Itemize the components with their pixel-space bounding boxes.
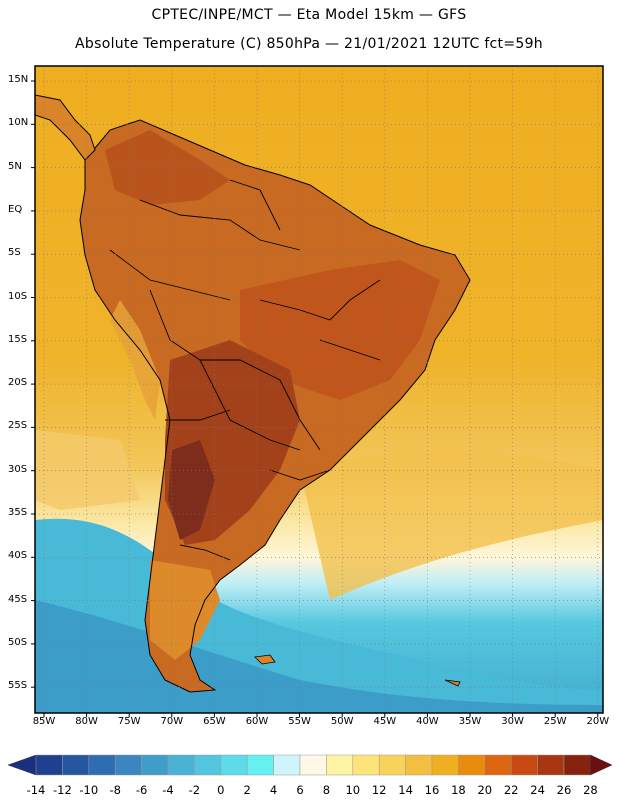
colorbar-arrow-high	[590, 754, 613, 776]
lon-label: 35W	[458, 716, 482, 727]
colorbar-box	[431, 754, 459, 776]
lat-label: 55S	[8, 680, 28, 692]
lon-label: 25W	[543, 716, 567, 727]
patagonia-cooler	[150, 560, 220, 660]
lat-label: 50S	[8, 636, 28, 648]
colorbar-box	[114, 754, 142, 776]
colorbar-arrow-low	[7, 754, 37, 776]
lon-label: 70W	[160, 716, 184, 727]
colorbar-box	[458, 754, 486, 776]
colorbar-label: -6	[135, 783, 148, 797]
colorbar-box	[35, 754, 63, 776]
brazil-hot-core	[240, 260, 440, 400]
lon-label: 40W	[416, 716, 439, 727]
lon-label: 80W	[75, 716, 98, 727]
lat-label: 15S	[8, 333, 28, 345]
colorbar-box	[378, 754, 406, 776]
colorbar-box	[167, 754, 195, 776]
colorbar-label: 20	[477, 783, 493, 797]
lon-label: 75W	[117, 716, 141, 727]
lon-label: 85W	[32, 716, 56, 727]
lon-label: 55W	[288, 716, 311, 727]
colorbar-label: 2	[243, 783, 251, 797]
lat-label: 30S	[8, 463, 28, 475]
country-borders	[109, 179, 381, 561]
colorbar-box	[326, 754, 354, 776]
central-america	[35, 94, 96, 161]
colorbar-label: -12	[52, 783, 72, 797]
colorbar-label: 12	[371, 783, 387, 797]
lon-label: 45W	[373, 716, 397, 727]
colorbar-box	[299, 754, 327, 776]
colorbar-label: 0	[217, 783, 225, 797]
colorbar-box	[537, 754, 565, 776]
colorbar-box	[510, 754, 538, 776]
lon-label: 65W	[203, 716, 226, 727]
lon-label: 60W	[245, 716, 269, 727]
colorbar-label: 22	[503, 783, 519, 797]
colorbar-box	[194, 754, 222, 776]
colorbar-label: 18	[451, 783, 466, 797]
andes-ridge	[110, 300, 160, 420]
lat-label: 45S	[8, 593, 28, 605]
lat-label: 5S	[8, 247, 21, 259]
colorbar-label: -2	[188, 783, 201, 797]
map-title-line-1: CPTEC/INPE/MCT — Eta Model 15km — GFS	[151, 7, 467, 23]
axis-ticks	[31, 80, 599, 717]
lat-label: EQ	[8, 203, 23, 215]
colorbar-label: -14	[26, 783, 46, 797]
falkland-islands	[254, 654, 276, 665]
map-field	[35, 66, 603, 713]
colorbar-label: 8	[322, 783, 331, 797]
lon-label: 20W	[586, 716, 610, 727]
lat-label: 25S	[8, 420, 28, 432]
lat-label: 20S	[8, 377, 28, 389]
colorbar-box	[352, 754, 380, 776]
colorbar-label: 6	[296, 783, 304, 797]
map-title-line-2: Absolute Temperature (C) 850hPa — 21/01/…	[75, 36, 543, 52]
colorbar-label: 4	[269, 783, 278, 797]
map-frame	[34, 65, 604, 714]
south-georgia	[444, 679, 461, 687]
colorbar-box	[563, 754, 591, 776]
colorbar-label: -4	[162, 783, 174, 797]
colorbar-box	[62, 754, 90, 776]
lat-label: 5N	[8, 160, 22, 172]
lat-lon-grid	[35, 66, 603, 713]
colorbar-box	[273, 754, 301, 776]
colorbar-box	[246, 754, 274, 776]
colorbar-box	[88, 754, 116, 776]
argentina-hottest	[168, 440, 215, 540]
colorbar-label: -8	[109, 783, 121, 797]
colorbar	[7, 754, 613, 776]
colorbar-label: 14	[398, 783, 413, 797]
lat-label: 40S	[8, 550, 28, 562]
coastline	[79, 119, 471, 693]
lon-label: 30W	[501, 716, 524, 727]
lat-label: 35S	[8, 507, 28, 518]
colorbar-label: 24	[530, 783, 545, 797]
lat-label: 10N	[8, 117, 29, 129]
colorbar-box	[141, 754, 169, 776]
colorbar-label: 28	[583, 783, 598, 797]
colorbar-label: 10	[345, 783, 361, 797]
colorbar-box	[220, 754, 248, 776]
colorbar-label: -10	[79, 783, 99, 797]
colorbar-box	[405, 754, 433, 776]
colorbar-label: 16	[424, 783, 440, 797]
colorbar-label: 26	[556, 783, 572, 797]
pacific-cool-strip	[35, 430, 140, 510]
colorbar-box	[484, 754, 512, 776]
atlantic-warm-band	[300, 451, 603, 600]
lat-label: 10S	[8, 290, 28, 302]
lat-label: 15N	[8, 74, 29, 85]
lon-label: 50W	[330, 716, 354, 727]
